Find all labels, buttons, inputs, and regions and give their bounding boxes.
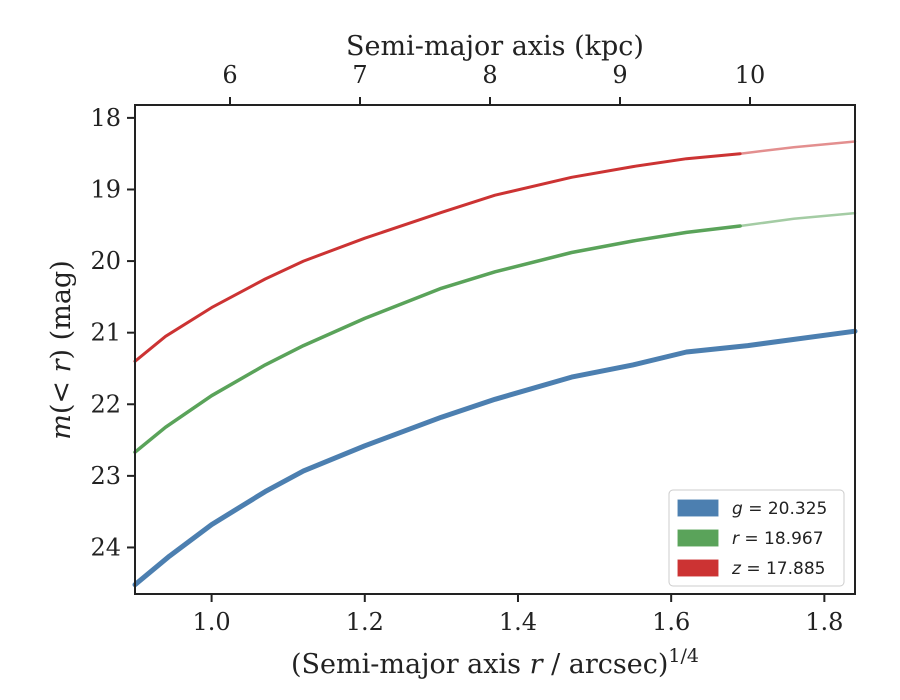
ticks-layer: 1.0 1.2 1.4 1.6 1.8 18 19 20 21 22 23 24 6 7 8 9 10 <box>90 61 843 636</box>
legend-swatch-z <box>677 559 719 577</box>
y-axis-title: m(< r) (mag) <box>46 260 77 439</box>
top-tick-label: 7 <box>352 61 367 89</box>
y-tick-label: 23 <box>90 462 121 490</box>
top-tick-label: 8 <box>482 61 497 89</box>
y-tick-label: 20 <box>90 247 121 275</box>
x-axis-title: (Semi-major axis r / arcsec)1/4 <box>291 645 699 680</box>
x-tick-label: 1.4 <box>499 608 537 636</box>
top-axis-title: Semi-major axis (kpc) <box>346 31 644 62</box>
legend-items: g = 20.325 r = 18.967 z = 17.885 <box>677 499 827 579</box>
plot-frame <box>134 104 856 595</box>
y-tick-label: 19 <box>90 175 121 203</box>
legend-label-z: z = 17.885 <box>731 559 825 579</box>
top-tick-label: 9 <box>612 61 627 89</box>
y-tick-label: 18 <box>90 104 121 132</box>
top-tick-label: 6 <box>222 61 237 89</box>
legend: g = 20.325 r = 18.967 z = 17.885 <box>668 489 845 587</box>
series-layer <box>132 140 858 588</box>
x-tick-label: 1.2 <box>346 608 384 636</box>
x-tick-label: 1.0 <box>193 608 231 636</box>
legend-label-g: g = 20.325 <box>732 499 827 519</box>
series-line-r <box>133 224 742 454</box>
series-line-z <box>133 152 742 363</box>
series-line-g <box>132 328 858 588</box>
series-extension-r <box>738 211 857 228</box>
legend-swatch-r <box>677 529 719 547</box>
legend-label-r: r = 18.967 <box>732 529 824 549</box>
x-tick-label: 1.8 <box>805 608 843 636</box>
y-tick-label: 22 <box>90 390 121 418</box>
legend-swatch-g <box>677 499 719 517</box>
x-tick-label: 1.6 <box>652 608 690 636</box>
y-tick-label: 21 <box>90 319 121 347</box>
top-tick-label: 10 <box>735 61 766 89</box>
y-tick-label: 24 <box>90 533 121 561</box>
series-extension-z <box>738 140 857 155</box>
